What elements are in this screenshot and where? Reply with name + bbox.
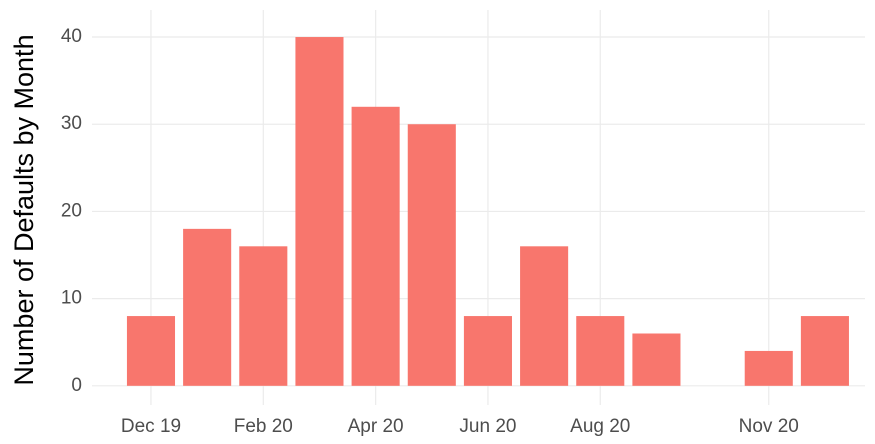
y-tick-label: 40	[61, 26, 82, 47]
bar	[520, 246, 569, 386]
bar	[632, 333, 681, 386]
bar	[239, 246, 288, 386]
y-tick-label: 20	[61, 200, 82, 221]
y-tick-label: 10	[61, 288, 82, 309]
x-tick-label: Dec 19	[121, 416, 181, 437]
y-tick-label: 0	[71, 375, 82, 396]
bar	[463, 316, 512, 386]
bar	[407, 124, 456, 386]
bar	[295, 37, 344, 386]
x-tick-label: Apr 20	[348, 416, 404, 437]
x-tick-label: Feb 20	[234, 416, 293, 437]
bar	[351, 106, 400, 386]
x-tick-label: Nov 20	[739, 416, 799, 437]
bar	[800, 316, 849, 386]
y-axis-title: Number of Defaults by Month	[9, 34, 39, 385]
bar	[744, 350, 793, 386]
bar	[576, 316, 625, 386]
bar	[183, 228, 232, 386]
x-tick-label: Jun 20	[459, 416, 516, 437]
bar	[126, 316, 176, 386]
y-tick-label: 30	[61, 113, 82, 134]
x-tick-label: Aug 20	[570, 416, 630, 437]
